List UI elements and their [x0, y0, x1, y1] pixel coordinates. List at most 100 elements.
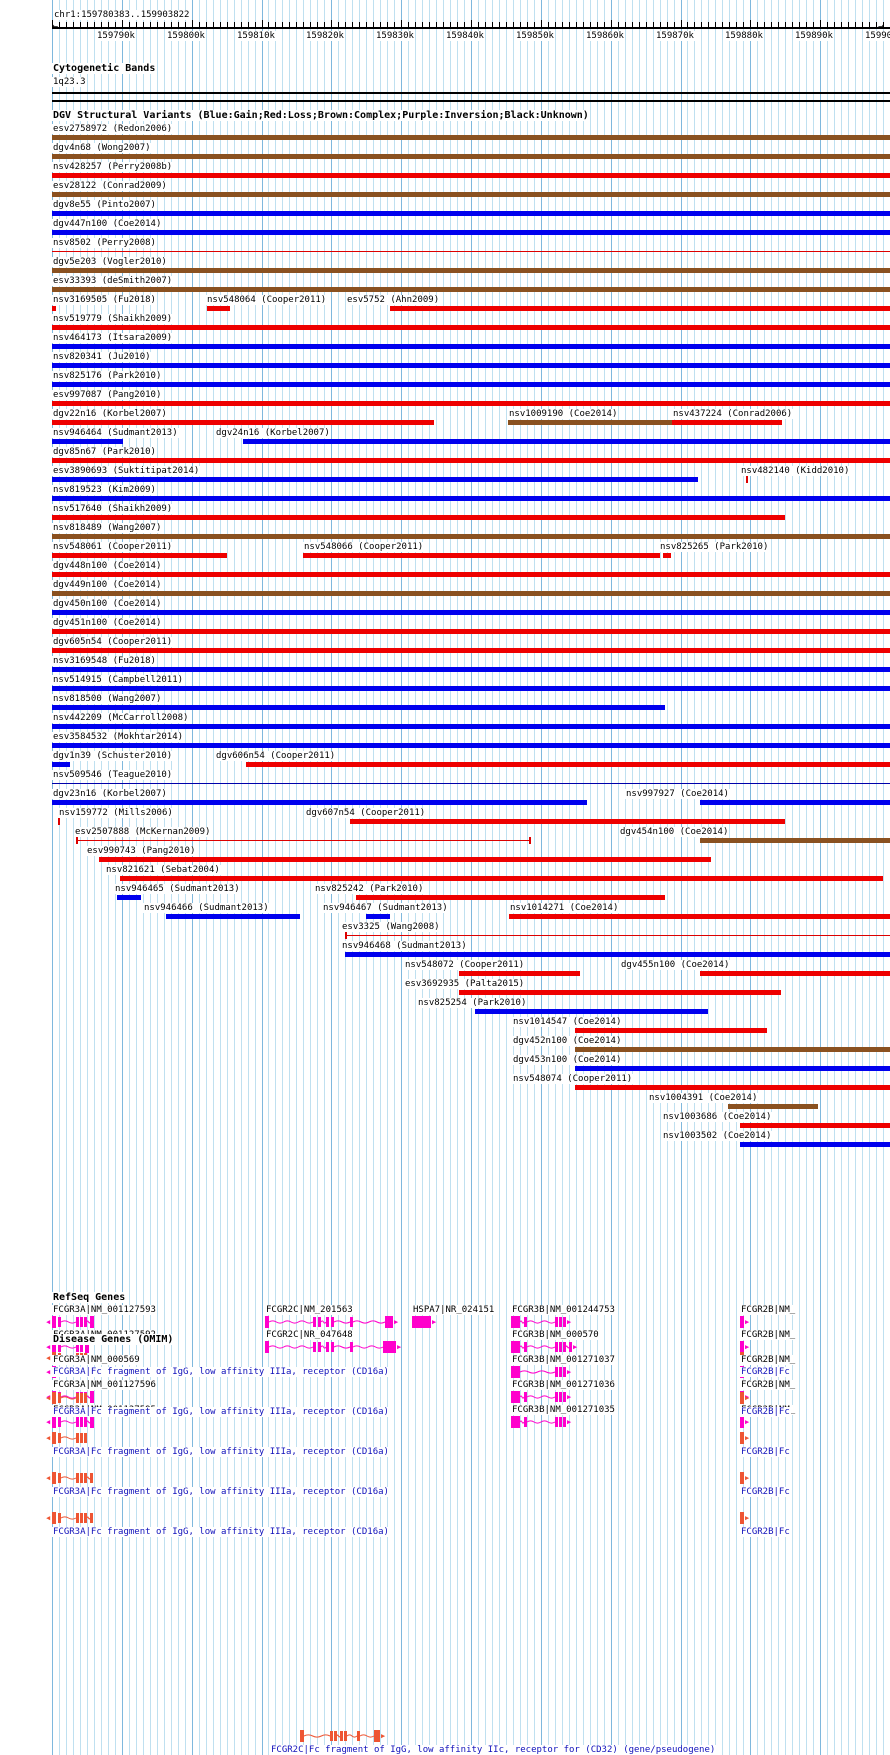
dgv-variant-bar[interactable]	[76, 840, 531, 841]
gene-label[interactable]: FCGR3A|Fc fragment of IgG, low affinity …	[52, 1367, 390, 1377]
dgv-variant-bar[interactable]	[52, 477, 698, 482]
gene-label[interactable]: FCGR3B|NM_001244753	[511, 1305, 616, 1315]
gene-label[interactable]: FCGR2B|NM_	[740, 1305, 797, 1315]
gene-label[interactable]: FCGR2C|Fc fragment of IgG, low affinity …	[270, 1745, 717, 1755]
dgv-variant-bar[interactable]	[52, 439, 123, 444]
gene-label[interactable]: FCGR2C|NR_047648	[265, 1330, 354, 1340]
gene-model[interactable]: ▶	[511, 1416, 571, 1428]
dgv-variant-bar[interactable]	[728, 1104, 818, 1109]
dgv-variant-label[interactable]: dgv24n16 (Korbel2007)	[215, 428, 331, 438]
dgv-variant-label[interactable]: nsv825265 (Park2010)	[659, 542, 770, 552]
dgv-variant-label[interactable]: nsv946464 (Sudmant2013)	[52, 428, 179, 438]
dgv-variant-label[interactable]: dgv448n100 (Coe2014)	[52, 561, 163, 571]
gene-model[interactable]: ◀	[46, 1316, 102, 1328]
dgv-variant-label[interactable]: nsv159772 (Mills2006)	[58, 808, 174, 818]
gene-label[interactable]: FCGR2B|Fc	[740, 1527, 791, 1537]
dgv-variant-bar[interactable]	[243, 439, 890, 444]
gene-label[interactable]: HSPA7|NR_024151	[412, 1305, 496, 1315]
gene-model[interactable]: ▶	[740, 1512, 770, 1524]
dgv-variant-label[interactable]: nsv997927 (Coe2014)	[625, 789, 730, 799]
dgv-variant-bar[interactable]	[52, 268, 890, 273]
dgv-variant-bar[interactable]	[52, 211, 890, 216]
dgv-variant-bar[interactable]	[508, 420, 673, 425]
gene-model[interactable]: ▶	[511, 1316, 571, 1328]
dgv-variant-bar[interactable]	[459, 971, 580, 976]
gene-model[interactable]: ◀	[46, 1392, 98, 1404]
gene-model[interactable]: ◀	[46, 1472, 102, 1484]
dgv-variant-label[interactable]: nsv1004391 (Coe2014)	[648, 1093, 759, 1103]
dgv-variant-bar[interactable]	[52, 724, 890, 729]
dgv-variant-bar[interactable]	[52, 251, 890, 252]
dgv-variant-label[interactable]: esv990743 (Pang2010)	[86, 846, 197, 856]
dgv-variant-label[interactable]: dgv451n100 (Coe2014)	[52, 618, 163, 628]
dgv-variant-bar[interactable]	[207, 306, 230, 311]
dgv-variant-bar[interactable]	[345, 952, 890, 957]
dgv-variant-label[interactable]: dgv449n100 (Coe2014)	[52, 580, 163, 590]
dgv-variant-label[interactable]: dgv455n100 (Coe2014)	[620, 960, 731, 970]
dgv-variant-label[interactable]: nsv548074 (Cooper2011)	[512, 1074, 634, 1084]
dgv-variant-bar[interactable]	[52, 534, 890, 539]
gene-label[interactable]: FCGR2C|NM_201563	[265, 1305, 354, 1315]
dgv-variant-bar[interactable]	[303, 553, 660, 558]
dgv-variant-bar[interactable]	[356, 895, 665, 900]
dgv-variant-bar[interactable]	[52, 648, 890, 653]
dgv-variant-bar[interactable]	[52, 667, 890, 672]
dgv-variant-bar[interactable]	[52, 287, 890, 292]
dgv-variant-bar[interactable]	[52, 401, 890, 406]
dgv-variant-bar[interactable]	[740, 1142, 890, 1147]
dgv-variant-bar[interactable]	[52, 629, 890, 634]
dgv-variant-label[interactable]: dgv447n100 (Coe2014)	[52, 219, 163, 229]
dgv-variant-label[interactable]: nsv428257 (Perry2008b)	[52, 162, 174, 172]
dgv-variant-bar[interactable]	[52, 800, 587, 805]
dgv-variant-label[interactable]: dgv454n100 (Coe2014)	[619, 827, 730, 837]
dgv-variant-bar[interactable]	[459, 990, 781, 995]
dgv-variant-bar[interactable]	[52, 591, 890, 596]
dgv-variant-label[interactable]: nsv946465 (Sudmant2013)	[114, 884, 241, 894]
dgv-variant-label[interactable]: esv3325 (Wang2008)	[341, 922, 441, 932]
dgv-variant-bar[interactable]	[52, 344, 890, 349]
dgv-variant-label[interactable]: nsv437224 (Conrad2006)	[672, 409, 794, 419]
dgv-variant-bar[interactable]	[52, 572, 890, 577]
gene-label[interactable]: FCGR3B|NM_001271037	[511, 1355, 616, 1365]
dgv-variant-bar[interactable]	[345, 935, 890, 936]
dgv-variant-label[interactable]: dgv606n54 (Cooper2011)	[215, 751, 337, 761]
gene-model[interactable]: ▶	[740, 1341, 770, 1353]
dgv-variant-bar[interactable]	[120, 876, 883, 881]
dgv-variant-bar[interactable]	[575, 1028, 767, 1033]
dgv-variant-label[interactable]: esv33393 (deSmith2007)	[52, 276, 174, 286]
dgv-variant-bar[interactable]	[52, 173, 890, 178]
dgv-variant-label[interactable]: nsv825176 (Park2010)	[52, 371, 163, 381]
gene-model[interactable]: ◀	[46, 1512, 102, 1524]
dgv-variant-label[interactable]: esv2507888 (McKernan2009)	[74, 827, 212, 837]
dgv-variant-bar[interactable]	[52, 705, 665, 710]
gene-model[interactable]: ▶	[265, 1316, 398, 1328]
dgv-variant-bar[interactable]	[52, 230, 890, 235]
dgv-variant-label[interactable]: dgv605n54 (Cooper2011)	[52, 637, 174, 647]
dgv-variant-label[interactable]: esv2758972 (Redon2006)	[52, 124, 174, 134]
dgv-variant-bar[interactable]	[246, 762, 890, 767]
gene-model[interactable]: ▶	[412, 1316, 436, 1328]
dgv-variant-label[interactable]: esv5752 (Ahn2009)	[346, 295, 441, 305]
gene-label[interactable]: FCGR3A|NM_000569	[52, 1355, 141, 1365]
dgv-variant-bar[interactable]	[52, 154, 890, 159]
dgv-variant-bar[interactable]	[52, 686, 890, 691]
dgv-variant-bar[interactable]	[575, 1085, 890, 1090]
gene-label[interactable]: FCGR2B|Fc	[740, 1447, 791, 1457]
dgv-variant-label[interactable]: nsv820341 (Ju2010)	[52, 352, 152, 362]
gene-label[interactable]: FCGR3B|NM_001271035	[511, 1405, 616, 1415]
dgv-variant-bar[interactable]	[390, 306, 890, 311]
dgv-variant-bar[interactable]	[509, 914, 890, 919]
gene-model[interactable]: ▶	[511, 1341, 577, 1353]
gene-model[interactable]: ▶	[265, 1341, 401, 1353]
gene-label[interactable]: FCGR3B|NM_000570	[511, 1330, 600, 1340]
dgv-variant-bar[interactable]	[52, 363, 890, 368]
gene-label[interactable]: FCGR2B|NM_	[740, 1380, 797, 1390]
dgv-variant-label[interactable]: nsv548072 (Cooper2011)	[404, 960, 526, 970]
dgv-variant-label[interactable]: nsv8502 (Perry2008)	[52, 238, 157, 248]
dgv-variant-label[interactable]: nsv1003502 (Coe2014)	[662, 1131, 773, 1141]
dgv-variant-label[interactable]: dgv8e55 (Pinto2007)	[52, 200, 157, 210]
gene-model[interactable]: ▶	[740, 1416, 770, 1428]
gene-label[interactable]: FCGR2B|Fc	[740, 1487, 791, 1497]
dgv-variant-label[interactable]: nsv3169548 (Fu2018)	[52, 656, 157, 666]
dgv-variant-bar[interactable]	[52, 382, 890, 387]
